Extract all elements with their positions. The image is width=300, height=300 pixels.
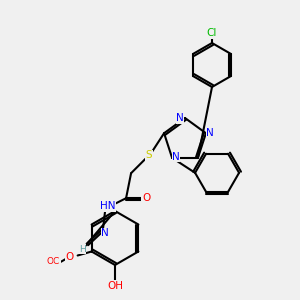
Text: methoxy: methoxy (60, 249, 66, 250)
Text: S: S (146, 150, 152, 160)
Text: HN: HN (100, 201, 116, 211)
Text: OH: OH (107, 281, 123, 291)
Text: Cl: Cl (207, 28, 217, 38)
Text: O: O (65, 251, 74, 262)
Text: N: N (176, 113, 184, 123)
Text: OC: OC (47, 257, 60, 266)
Text: N: N (172, 152, 180, 162)
Text: N: N (101, 228, 109, 238)
Text: H: H (79, 245, 86, 254)
Text: O: O (142, 193, 150, 203)
Text: N: N (206, 128, 214, 138)
